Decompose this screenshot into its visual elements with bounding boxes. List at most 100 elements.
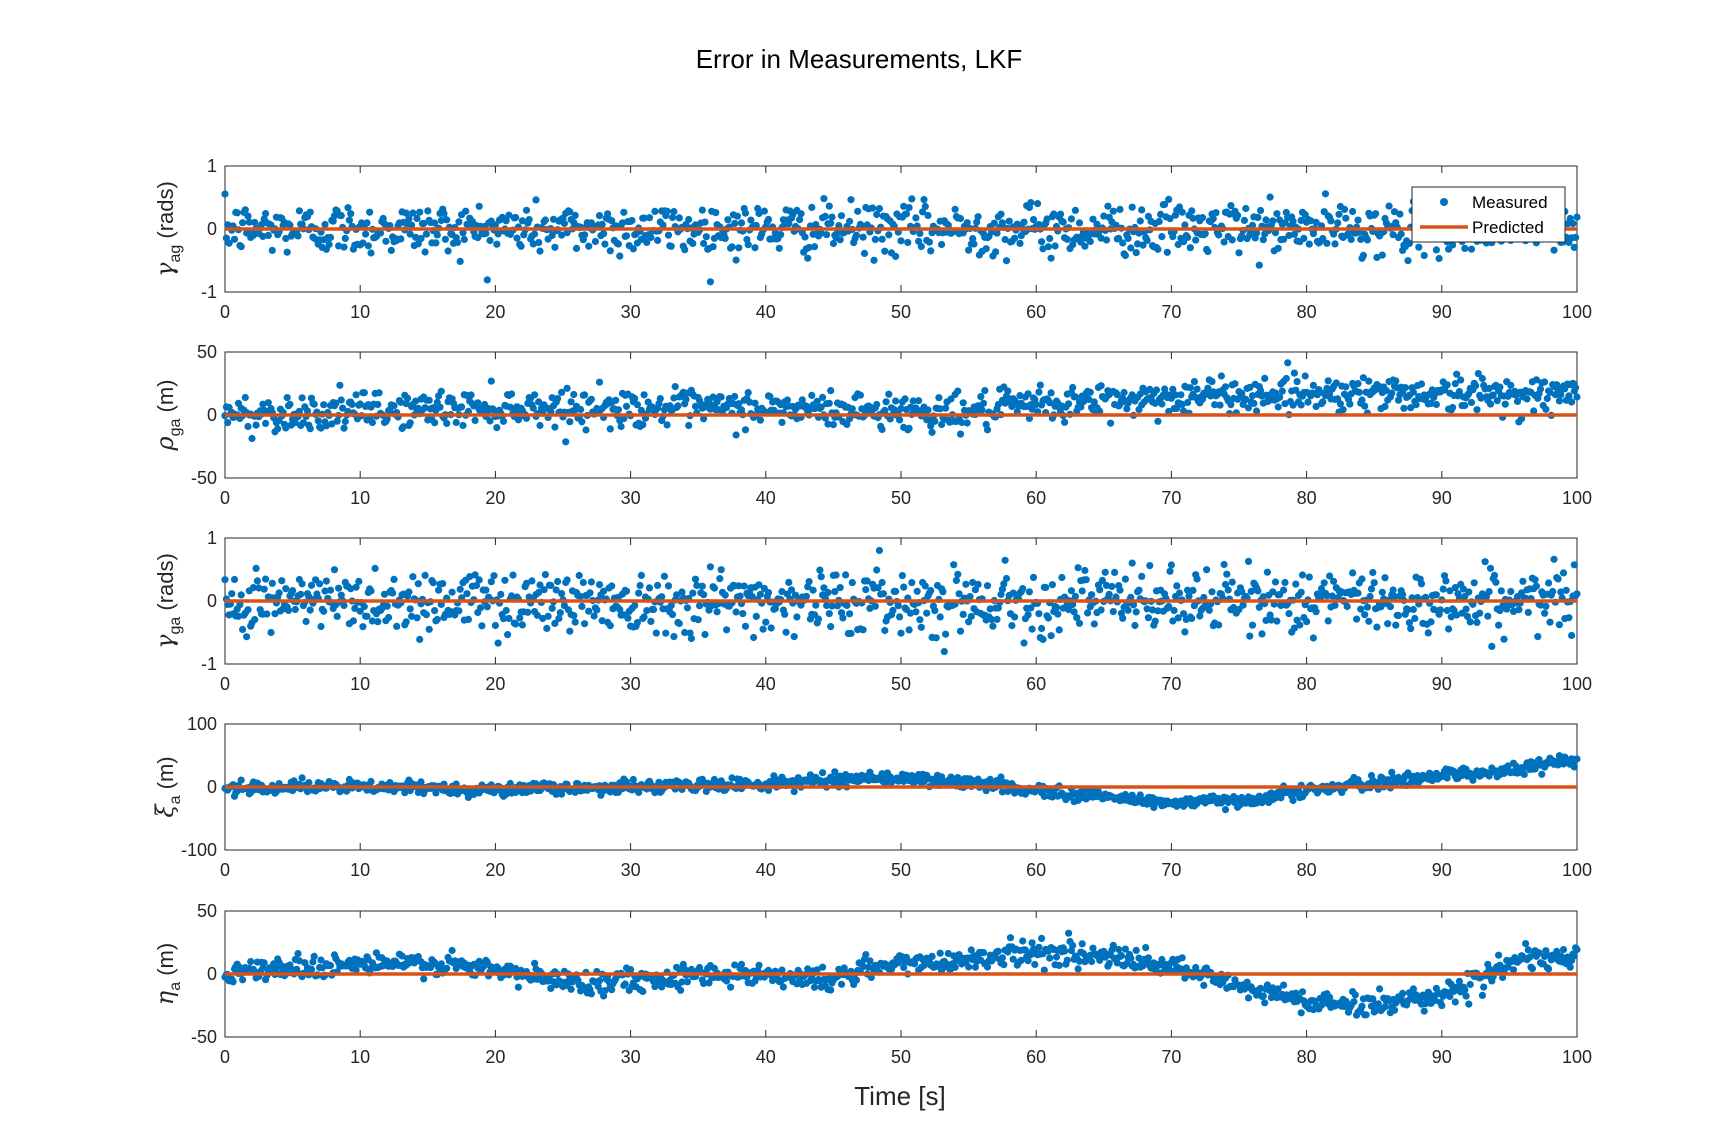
y-tick-label: -1 [201, 282, 217, 302]
measured-point [969, 235, 977, 243]
measured-point [544, 612, 552, 620]
x-tick-label: 0 [220, 488, 230, 508]
measured-point [472, 581, 481, 590]
measured-point [717, 393, 725, 401]
measured-point [1144, 614, 1152, 622]
measured-point [506, 403, 514, 411]
x-tick-label: 50 [891, 1047, 911, 1067]
measured-point [302, 617, 310, 626]
measured-point [1304, 398, 1312, 406]
measured-point [1354, 216, 1362, 224]
measured-point [921, 202, 929, 210]
measured-point [1262, 216, 1270, 224]
measured-point [264, 231, 272, 239]
measured-point [1274, 403, 1282, 411]
x-tick-label: 30 [621, 860, 641, 880]
measured-point [1542, 405, 1550, 413]
measured-point [1177, 391, 1185, 399]
measured-point [777, 231, 785, 239]
measured-point [928, 428, 936, 436]
legend-box [1411, 186, 1566, 243]
measured-point [744, 241, 752, 249]
measured-point [1180, 407, 1188, 415]
measured-point [1303, 618, 1311, 626]
measured-point [1047, 254, 1055, 262]
measured-point [878, 578, 886, 587]
y-axis-label: γag (rads) [151, 181, 184, 277]
x-tick-label: 70 [1161, 488, 1181, 508]
measured-point [462, 207, 470, 215]
measured-point [244, 212, 252, 220]
measured-point [1285, 231, 1293, 240]
measured-point [512, 213, 520, 222]
measured-point [1227, 202, 1235, 210]
measured-point [1407, 404, 1415, 412]
measured-point [504, 631, 512, 639]
measured-point [413, 214, 421, 223]
measured-point [819, 769, 827, 777]
x-tick-label: 100 [1562, 488, 1592, 508]
measured-point [1507, 381, 1515, 389]
measured-point [1127, 954, 1135, 962]
measured-point [264, 399, 272, 407]
measured-point [1212, 209, 1220, 217]
measured-point [282, 234, 290, 243]
measured-point [1119, 239, 1127, 247]
measured-point [1046, 234, 1054, 243]
measured-point [636, 581, 644, 590]
measured-point [1224, 586, 1232, 594]
measured-point [681, 246, 689, 254]
measured-point [289, 587, 297, 595]
measured-point [802, 592, 811, 600]
measured-point [406, 419, 414, 427]
measured-point [978, 406, 986, 414]
measured-point [1281, 578, 1289, 587]
x-tick-label: 0 [220, 860, 230, 880]
measured-point [483, 276, 491, 284]
measured-point [563, 384, 571, 392]
measured-point [252, 564, 260, 573]
measured-point [1531, 576, 1539, 584]
measured-point [762, 618, 770, 626]
measured-point [459, 421, 467, 430]
measured-point [522, 579, 531, 588]
measured-point [723, 626, 731, 634]
measured-point [380, 590, 389, 598]
measured-point [627, 966, 635, 974]
measured-point [750, 633, 758, 642]
measured-point [307, 965, 316, 974]
measured-point [383, 602, 391, 610]
measured-point [739, 610, 747, 618]
measured-point [274, 425, 282, 433]
measured-point [1409, 388, 1417, 396]
measured-point [1188, 614, 1196, 623]
measured-point [310, 400, 318, 408]
measured-point [431, 607, 439, 615]
measured-point [848, 579, 856, 587]
measured-point [1331, 601, 1339, 609]
y-label-subscript: a [167, 795, 184, 804]
measured-point [836, 236, 844, 244]
measured-point [606, 425, 614, 433]
measured-point [1359, 374, 1367, 382]
measured-point [913, 587, 921, 595]
measured-point [255, 584, 263, 592]
x-tick-label: 0 [220, 1047, 230, 1067]
measured-point [1427, 399, 1435, 407]
measured-point [1154, 245, 1162, 253]
measured-point [432, 239, 440, 247]
measured-point [458, 403, 466, 411]
measured-point [476, 604, 485, 612]
measured-point [1439, 585, 1447, 593]
measured-point [873, 400, 881, 409]
measured-point [341, 417, 349, 426]
measured-point [919, 208, 927, 216]
measured-point [1336, 400, 1344, 408]
measured-point [1051, 242, 1059, 250]
measured-point [262, 575, 270, 583]
measured-point [1227, 401, 1235, 409]
x-tick-label: 100 [1562, 860, 1592, 880]
measured-point [942, 630, 950, 638]
measured-point [1293, 378, 1301, 386]
measured-point [982, 420, 990, 428]
